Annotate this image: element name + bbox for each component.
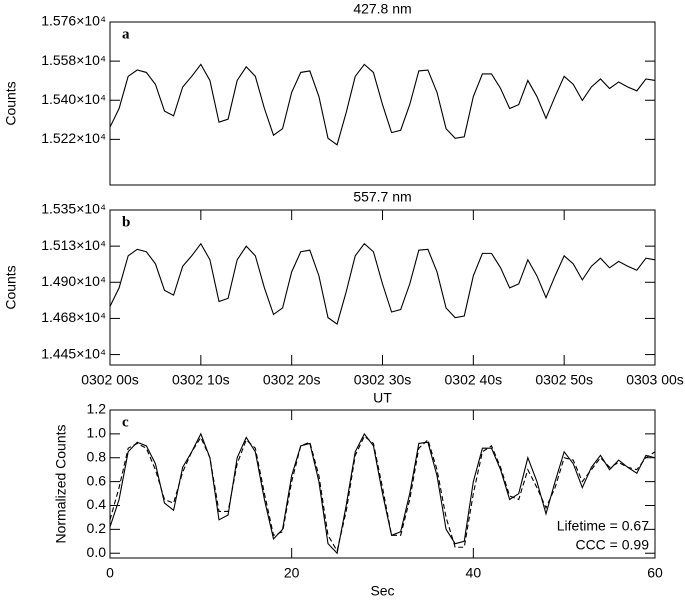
chart-title: 427.8 nm [353,1,411,17]
y-tick-label: 0.2 [87,520,107,536]
x-tick-label: 0 [106,565,114,581]
y-tick-label: 1.468×10⁴ [41,309,106,325]
panel-label: c [122,414,129,430]
x-tick-label: 0303 00s [626,372,684,388]
x-axis-label: Sec [370,583,394,599]
annotation: CCC = 0.99 [575,537,649,553]
data-line [109,63,656,146]
y-tick-label: 0.4 [87,496,107,512]
x-tick-label: 20 [284,565,300,581]
y-tick-label: 1.2 [87,401,107,417]
x-tick-label: 60 [647,565,663,581]
x-tick-label: 0302 10s [172,372,230,388]
y-tick-label: 0.6 [87,472,107,488]
x-tick-label: 0302 00s [81,372,139,388]
plot-frame [109,209,656,366]
y-tick-label: 1.535×10⁴ [41,201,106,217]
panel-label: b [122,214,130,230]
x-tick-label: 0302 30s [354,372,412,388]
y-tick-label: 0.8 [87,448,107,464]
annotation: Lifetime = 0.67 [557,518,649,534]
data-line [109,242,656,325]
y-axis-label: Counts [3,265,19,309]
plot-frame [109,409,656,559]
y-tick-label: 1.490×10⁴ [41,273,106,289]
plot-frame [109,21,656,186]
x-axis-label: UT [373,390,392,406]
y-axis-label: Counts [3,81,19,125]
y-tick-label: 1.576×10⁴ [41,13,106,29]
x-tick-label: 0302 50s [535,372,593,388]
y-tick-label: 0.0 [87,544,107,560]
y-tick-label: 1.558×10⁴ [41,52,106,68]
y-tick-label: 1.540×10⁴ [41,91,106,107]
x-tick-label: 0302 40s [445,372,503,388]
y-tick-label: 1.445×10⁴ [41,345,106,361]
y-tick-label: 1.0 [87,425,107,441]
y-tick-label: 1.513×10⁴ [41,237,106,253]
panel-label: a [122,26,130,42]
x-tick-label: 0302 20s [263,372,321,388]
data-line [109,435,656,553]
data-line [109,432,656,555]
y-axis-label: Normalized Counts [53,424,69,543]
chart-title: 557.7 nm [353,189,411,205]
y-tick-label: 1.522×10⁴ [41,130,106,146]
x-tick-label: 40 [466,565,482,581]
